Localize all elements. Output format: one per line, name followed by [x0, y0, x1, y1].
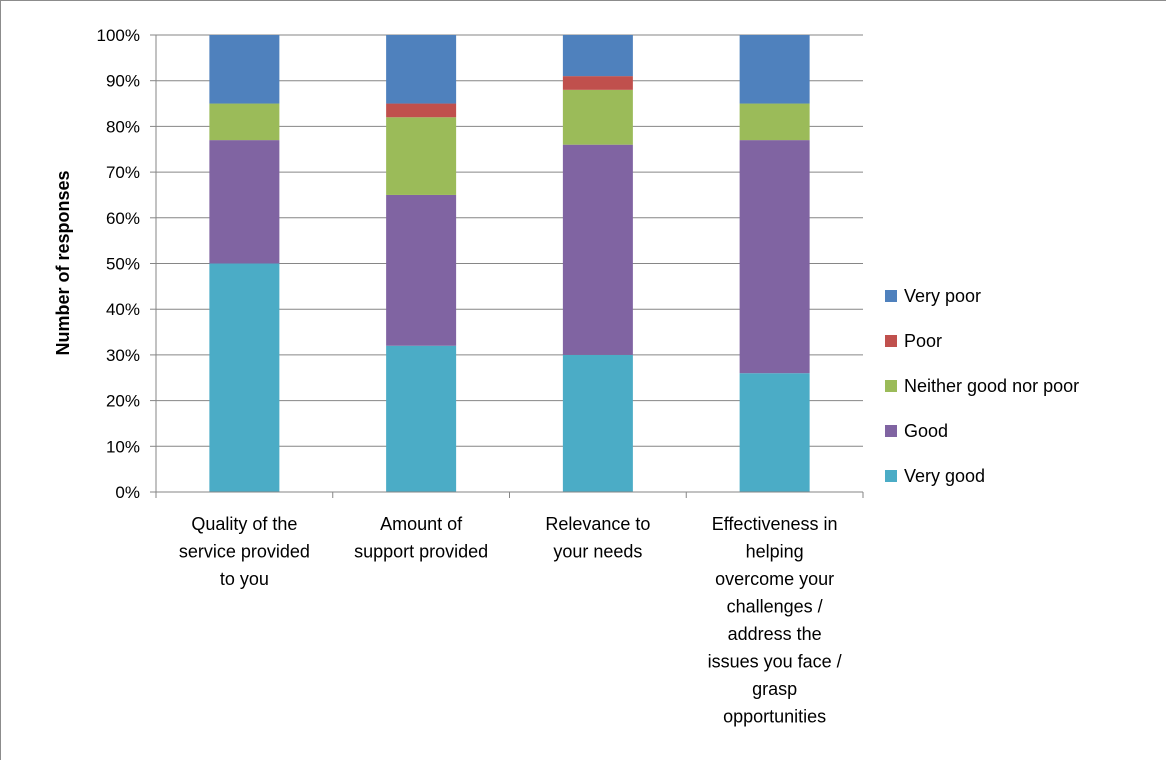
- bar-segment: [209, 263, 280, 492]
- y-tick-label: 60%: [106, 209, 140, 228]
- y-tick-label: 100%: [97, 26, 140, 45]
- legend-label: Good: [904, 421, 948, 441]
- x-category-label: issues you face /: [708, 652, 842, 672]
- y-tick-label: 50%: [106, 255, 140, 274]
- x-category-label: service provided: [179, 542, 310, 562]
- x-category-label: support provided: [354, 542, 488, 562]
- legend-swatch: [885, 425, 897, 437]
- x-category-label: Quality of the: [191, 514, 297, 534]
- y-tick-label: 40%: [106, 300, 140, 319]
- bar-segment: [209, 35, 280, 104]
- bar-segment: [562, 89, 633, 145]
- y-tick-label: 80%: [106, 117, 140, 136]
- x-category-label: opportunities: [723, 707, 826, 727]
- bar-segment: [562, 144, 633, 355]
- legend-label: Neither good nor poor: [904, 376, 1079, 396]
- bar-segment: [739, 103, 810, 141]
- y-tick-label: 0%: [115, 483, 140, 502]
- x-category-label: challenges /: [727, 597, 823, 617]
- bar-segment: [386, 117, 457, 195]
- bar-segment: [386, 345, 457, 492]
- legend-swatch: [885, 470, 897, 482]
- y-tick-label: 90%: [106, 72, 140, 91]
- bar-segment: [562, 76, 633, 90]
- legend-swatch: [885, 380, 897, 392]
- legend-label: Very poor: [904, 286, 981, 306]
- legend-swatch: [885, 290, 897, 302]
- x-category-label: Effectiveness in: [712, 514, 838, 534]
- bar-segment: [386, 194, 457, 346]
- x-category-label: your needs: [553, 542, 642, 562]
- bar-segment: [739, 35, 810, 104]
- y-tick-label: 70%: [106, 163, 140, 182]
- x-category-label: address the: [728, 624, 822, 644]
- bar-segment: [386, 103, 457, 118]
- y-tick-label: 30%: [106, 346, 140, 365]
- legend-label: Poor: [904, 331, 942, 351]
- x-category-label: Relevance to: [545, 514, 650, 534]
- bar-segment: [739, 140, 810, 374]
- bar-segment: [739, 373, 810, 492]
- bar-segment: [562, 354, 633, 492]
- y-tick-label: 10%: [106, 437, 140, 456]
- bars: [209, 35, 810, 492]
- x-category-label: grasp: [752, 679, 797, 699]
- bar-segment: [386, 35, 457, 104]
- legend: Very poor Poor Neither good nor poor Good Ve…: [885, 286, 1079, 486]
- y-axis-title: Number of responses: [53, 170, 73, 355]
- legend-label: Very good: [904, 466, 985, 486]
- x-category-label: to you: [220, 569, 269, 589]
- legend-swatch: [885, 335, 897, 347]
- bar-segment: [562, 35, 633, 77]
- x-category-label: helping: [746, 542, 804, 562]
- axes: 0% 10% 20% 30% 40% 50% 60% 70% 80% 90% 100% Quality…: [97, 26, 864, 727]
- y-tick-label: 20%: [106, 392, 140, 411]
- x-category-label: Amount of: [380, 514, 463, 534]
- x-category-label: overcome your: [715, 569, 834, 589]
- bar-segment: [209, 140, 280, 264]
- bar-segment: [209, 103, 280, 141]
